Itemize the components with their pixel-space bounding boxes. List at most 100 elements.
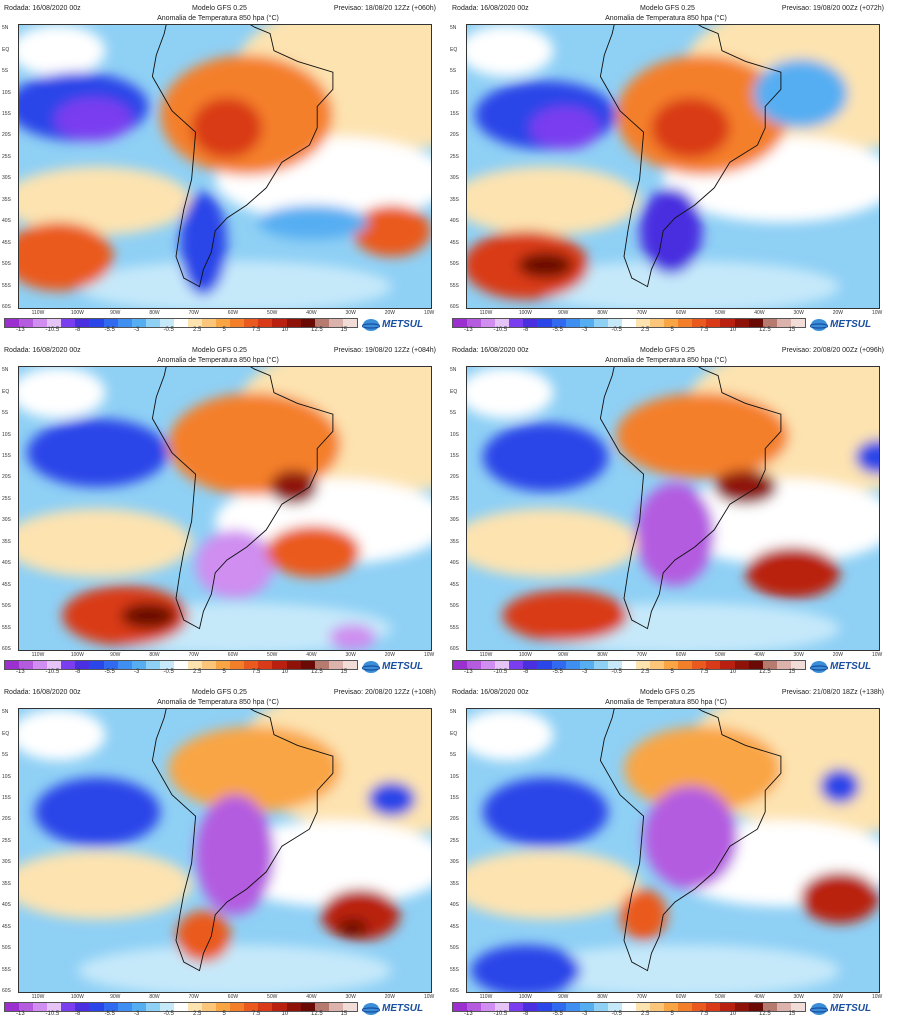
- colorbar-swatch: [481, 661, 496, 669]
- forecast-panel: Rodada: 16/08/2020 00z Modelo GFS 0.25 Pre…: [448, 684, 884, 1017]
- lat-tick-label: 5S: [2, 752, 9, 759]
- colorbar-swatch: [593, 319, 608, 327]
- lat-tick-label: 20S: [450, 816, 459, 823]
- colorbar-swatch: [565, 319, 580, 327]
- lon-tick-label: 100W: [70, 994, 84, 1000]
- logo-text: METSUL: [382, 319, 424, 330]
- logo-text: METSUL: [382, 661, 424, 672]
- colorbar-swatch: [216, 661, 231, 669]
- colorbar-tick-label: 5: [670, 327, 674, 333]
- colorbar-tick-label: -10.5: [45, 327, 60, 333]
- forecast-panel: Rodada: 16/08/2020 00z Modelo GFS 0.25 Pre…: [0, 684, 436, 1017]
- lat-tick-label: 40S: [450, 560, 459, 567]
- colorbar-swatch: [762, 661, 777, 669]
- lat-tick-label: 50S: [2, 945, 11, 952]
- colorbar-swatch: [47, 319, 62, 327]
- anomaly-region: [121, 602, 176, 629]
- anomaly-region: [195, 794, 275, 915]
- lon-tick-label: 10W: [872, 310, 883, 316]
- lat-tick-label: 10S: [450, 431, 459, 438]
- lat-tick-label: EQ: [2, 730, 10, 737]
- colorbar-swatch: [790, 319, 805, 327]
- lat-tick-label: 25S: [450, 153, 459, 160]
- model-label: Modelo GFS 0.25: [640, 689, 695, 696]
- colorbar-tick-label: -10.5: [493, 669, 508, 675]
- lon-tick-label: 100W: [518, 652, 532, 658]
- colorbar-tick-label: 15: [788, 669, 796, 675]
- colorbar-tick-label: -8: [523, 327, 529, 333]
- metsul-logo: METSUL: [810, 317, 884, 333]
- forecast-label: Previsao: 19/08/20 00Zz (+072h): [781, 5, 884, 12]
- colorbar-swatch: [706, 319, 721, 327]
- colorbar-swatch: [607, 1003, 622, 1011]
- lon-tick-label: 90W: [558, 310, 569, 316]
- colorbar-swatch: [19, 1003, 34, 1011]
- anomaly-region: [26, 418, 169, 488]
- colorbar-tick-label: 5: [670, 1011, 674, 1017]
- colorbar-swatch: [244, 661, 259, 669]
- anomaly-map: [466, 24, 880, 309]
- colorbar-swatch: [509, 319, 524, 327]
- colorbar-swatch: [216, 1003, 231, 1011]
- colorbar: [452, 318, 806, 328]
- run-label: Rodada: 16/08/2020 00z: [4, 5, 81, 12]
- forecast-panel: Rodada: 16/08/2020 00z Modelo GFS 0.25 Pre…: [448, 342, 884, 675]
- globe-icon: [362, 1003, 380, 1015]
- colorbar-tick-label: -10.5: [45, 669, 60, 675]
- lon-tick-label: 10W: [872, 994, 883, 1000]
- anomaly-region: [518, 252, 573, 278]
- colorbar-swatch: [748, 661, 763, 669]
- lon-tick-label: 30W: [793, 994, 804, 1000]
- colorbar-swatch: [188, 1003, 203, 1011]
- run-label: Rodada: 16/08/2020 00z: [4, 347, 81, 354]
- south-america-coastline: [599, 367, 782, 630]
- lon-tick-label: 40W: [754, 652, 765, 658]
- lon-tick-label: 60W: [227, 652, 239, 658]
- anomaly-region: [34, 777, 161, 847]
- anomaly-region: [19, 508, 192, 578]
- lat-tick-label: EQ: [450, 46, 458, 53]
- colorbar-tick-label: 2.5: [641, 669, 650, 675]
- anomaly-region: [639, 187, 703, 274]
- anomaly-region: [19, 709, 106, 761]
- lat-tick-label: EQ: [450, 388, 458, 395]
- colorbar-swatch: [453, 319, 468, 327]
- model-label: Modelo GFS 0.25: [640, 347, 695, 354]
- colorbar-swatch: [551, 319, 566, 327]
- lat-tick-label: 40S: [450, 902, 459, 909]
- lon-tick-label: 30W: [793, 310, 804, 316]
- lon-tick-label: 30W: [345, 652, 356, 658]
- colorbar-swatch: [300, 661, 315, 669]
- colorbar-tick-label: 12.5: [311, 669, 323, 675]
- lat-tick-label: 15S: [2, 111, 11, 118]
- colorbar-swatch: [790, 661, 805, 669]
- anomaly-region: [467, 166, 640, 236]
- logo-text: METSUL: [830, 319, 872, 330]
- colorbar-tick-label: -10.5: [45, 1011, 60, 1017]
- colorbar-swatch: [5, 1003, 20, 1011]
- colorbar-swatch: [61, 661, 76, 669]
- lon-tick-label: 110W: [31, 994, 45, 1000]
- lon-tick-label: 30W: [345, 994, 356, 1000]
- lat-tick-label: 5N: [2, 367, 9, 374]
- lon-tick-label: 70W: [188, 652, 199, 658]
- lat-tick-label: 25S: [2, 837, 11, 844]
- colorbar: [4, 1002, 358, 1012]
- colorbar-swatch: [734, 319, 749, 327]
- lat-tick-label: 30S: [2, 859, 11, 866]
- colorbar-swatch: [145, 661, 160, 669]
- lat-tick-label: 10S: [2, 431, 11, 438]
- colorbar-tick-label: -0.5: [163, 1011, 174, 1017]
- model-label: Modelo GFS 0.25: [192, 347, 247, 354]
- colorbar-swatch: [551, 661, 566, 669]
- colorbar-tick-label: 5: [222, 1011, 226, 1017]
- colorbar-swatch: [467, 1003, 482, 1011]
- lon-tick-label: 10W: [424, 310, 435, 316]
- colorbar-tick-label: 7.5: [700, 327, 709, 333]
- lat-tick-label: 35S: [2, 538, 11, 545]
- lon-tick-label: 110W: [479, 994, 493, 1000]
- lon-tick-label: 80W: [149, 994, 160, 1000]
- colorbar-tick-label: 10: [729, 1011, 737, 1017]
- lat-tick-label: 30S: [2, 175, 11, 182]
- lat-tick-label: 55S: [2, 966, 11, 973]
